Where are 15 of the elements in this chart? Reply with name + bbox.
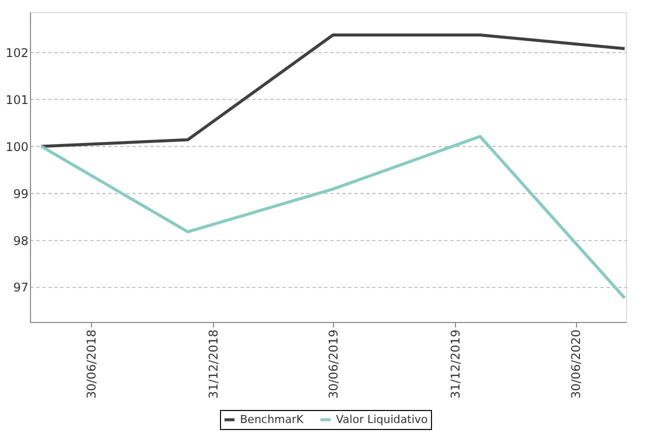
line-series — [40, 34, 626, 148]
x-tick-label: 30/06/2020 — [569, 330, 584, 399]
legend-label: Valor Liquidativo — [336, 412, 428, 426]
y-tick-label: 99 — [13, 186, 28, 201]
y-tick-label: 101 — [6, 92, 28, 107]
y-tick-label: 100 — [6, 140, 28, 154]
x-tick-label: 30/06/2018 — [84, 330, 98, 399]
y-tick-label: 97 — [13, 280, 28, 295]
x-tick-label: 30/06/2019 — [326, 330, 340, 399]
y-tick-label: 98 — [13, 234, 28, 248]
x-tick-label: 31/12/2019 — [448, 330, 462, 399]
legend-label: BenchmarK — [240, 412, 304, 426]
y-tick-label: 102 — [6, 46, 28, 60]
line-series — [40, 134, 626, 300]
x-tick-label: 31/12/2018 — [206, 330, 220, 399]
